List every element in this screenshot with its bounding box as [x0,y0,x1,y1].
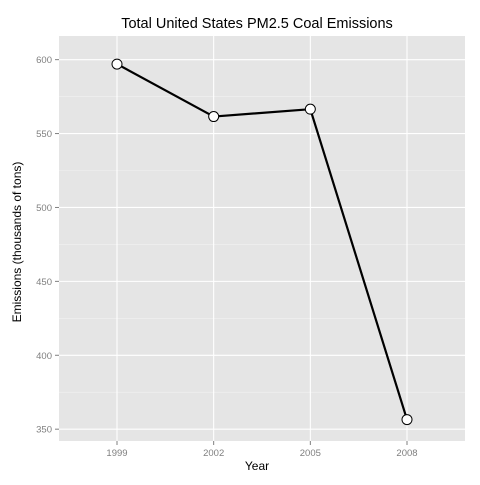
x-axis-label: Year [245,459,269,473]
y-tick-label: 450 [36,277,52,288]
x-tick-label: 2008 [396,448,417,459]
x-tick-label: 2005 [300,448,321,459]
x-tick-label: 2002 [203,448,224,459]
plot-panel [59,36,465,441]
y-tick-label: 350 [36,425,52,436]
data-point [208,111,220,123]
data-point [401,414,413,426]
x-tick-label: 1999 [106,448,127,459]
data-point [304,103,316,115]
axis-ticks: 350 400 450 500 550 600 1999 2002 2005 2008 [36,55,417,459]
y-tick-label: 600 [36,55,52,66]
data-point [111,58,123,70]
data-series [111,58,413,426]
grid-lines [59,36,465,441]
chart-title: Total United States PM2.5 Coal Emissions [121,16,393,32]
series-line [116,63,409,420]
y-axis-label: Emissions (thousands of tons) [10,162,24,323]
y-tick-label: 400 [36,351,52,362]
y-tick-label: 500 [36,203,52,214]
y-tick-label: 550 [36,129,52,140]
panel-background [59,36,465,441]
